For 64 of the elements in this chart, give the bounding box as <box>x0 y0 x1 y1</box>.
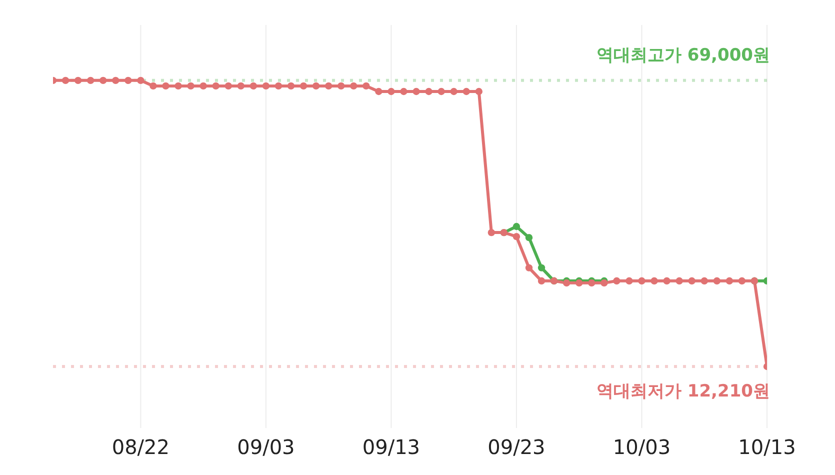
point <box>74 76 82 84</box>
point <box>726 277 734 285</box>
point <box>338 82 345 90</box>
point <box>525 234 533 242</box>
point <box>150 82 157 90</box>
point <box>212 82 220 90</box>
point <box>462 88 470 96</box>
point <box>538 264 546 272</box>
x-tick-label: 08/22 <box>112 435 170 459</box>
point <box>412 88 420 96</box>
point <box>700 277 708 285</box>
x-tick-label: 09/23 <box>488 435 546 459</box>
point <box>250 82 258 90</box>
ref-line-label: 역대최고가 69,000원 <box>596 45 770 66</box>
point <box>638 277 646 285</box>
point <box>425 88 432 96</box>
point <box>86 76 94 84</box>
point <box>663 277 670 285</box>
point <box>287 82 295 90</box>
point <box>388 88 395 96</box>
point <box>112 76 120 84</box>
point <box>713 277 720 285</box>
point <box>174 82 182 90</box>
point <box>187 82 194 90</box>
point <box>312 82 320 90</box>
point <box>512 232 520 240</box>
point <box>738 277 746 285</box>
point <box>300 82 308 90</box>
point <box>100 76 107 84</box>
point <box>162 82 170 90</box>
x-tick-label: 10/13 <box>738 435 796 459</box>
point <box>438 88 445 96</box>
point <box>262 82 270 90</box>
point <box>676 277 683 285</box>
point <box>224 82 232 90</box>
point <box>600 279 608 287</box>
x-tick-label: 09/03 <box>237 435 295 459</box>
point <box>626 277 633 285</box>
point <box>400 88 408 96</box>
point <box>324 82 332 90</box>
x-tick-label: 10/03 <box>612 435 671 459</box>
ref-line-label: 역대최저가 12,210원 <box>596 381 770 402</box>
point <box>576 279 583 287</box>
point <box>538 277 546 285</box>
point <box>375 88 382 96</box>
point <box>475 88 482 96</box>
point <box>62 76 70 84</box>
point <box>588 279 596 287</box>
point <box>525 264 533 272</box>
point <box>362 82 370 90</box>
point <box>688 277 696 285</box>
point <box>124 76 132 84</box>
point <box>274 82 282 90</box>
point <box>650 277 658 285</box>
x-tick-label: 09/13 <box>362 435 420 459</box>
point <box>450 88 458 96</box>
point <box>237 82 244 90</box>
point <box>350 82 358 90</box>
point <box>488 228 496 236</box>
point <box>137 76 144 84</box>
point <box>200 82 207 90</box>
point <box>512 222 520 230</box>
point <box>613 277 620 285</box>
point <box>562 279 570 287</box>
